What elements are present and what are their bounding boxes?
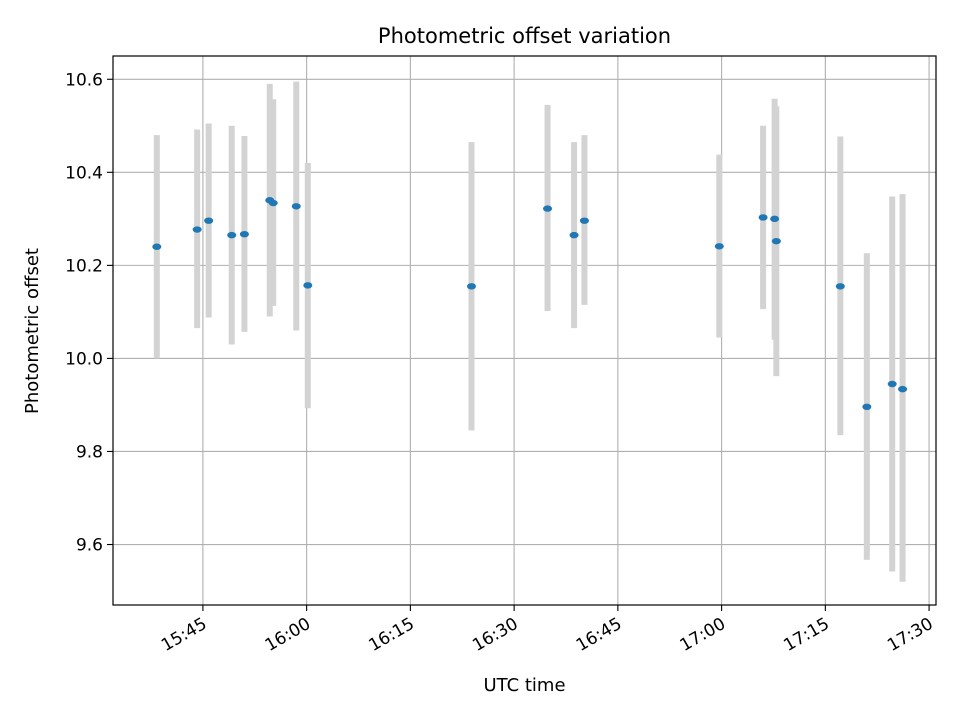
data-point bbox=[758, 214, 768, 221]
y-tick-label: 10.6 bbox=[65, 70, 103, 90]
y-tick-label: 9.8 bbox=[76, 442, 103, 462]
data-point bbox=[771, 237, 781, 245]
plot-frame bbox=[112, 55, 937, 606]
data-point bbox=[569, 231, 579, 239]
chart-title: Photometric offset variation bbox=[378, 24, 671, 48]
data-point bbox=[887, 380, 897, 388]
data-points bbox=[152, 197, 908, 411]
data-point bbox=[268, 199, 278, 207]
data-point bbox=[192, 226, 202, 233]
y-tick-label: 10.4 bbox=[65, 163, 103, 183]
data-point bbox=[239, 230, 249, 238]
data-point bbox=[770, 215, 780, 223]
data-point bbox=[579, 217, 589, 224]
data-point bbox=[152, 243, 162, 250]
data-point bbox=[466, 283, 476, 290]
y-axis-label: Photometric offset bbox=[22, 248, 43, 414]
data-point bbox=[303, 282, 313, 289]
y-tick-label: 10.2 bbox=[65, 256, 103, 276]
data-point bbox=[543, 205, 553, 212]
data-point bbox=[862, 403, 872, 411]
data-point bbox=[898, 385, 908, 393]
data-point bbox=[204, 217, 214, 224]
y-tick-label: 9.6 bbox=[76, 536, 103, 556]
y-tick-label: 10.0 bbox=[65, 349, 103, 369]
data-point bbox=[227, 231, 237, 239]
x-axis-label: UTC time bbox=[483, 675, 565, 696]
data-point bbox=[291, 203, 301, 210]
data-point bbox=[714, 243, 724, 250]
data-point bbox=[835, 283, 845, 290]
